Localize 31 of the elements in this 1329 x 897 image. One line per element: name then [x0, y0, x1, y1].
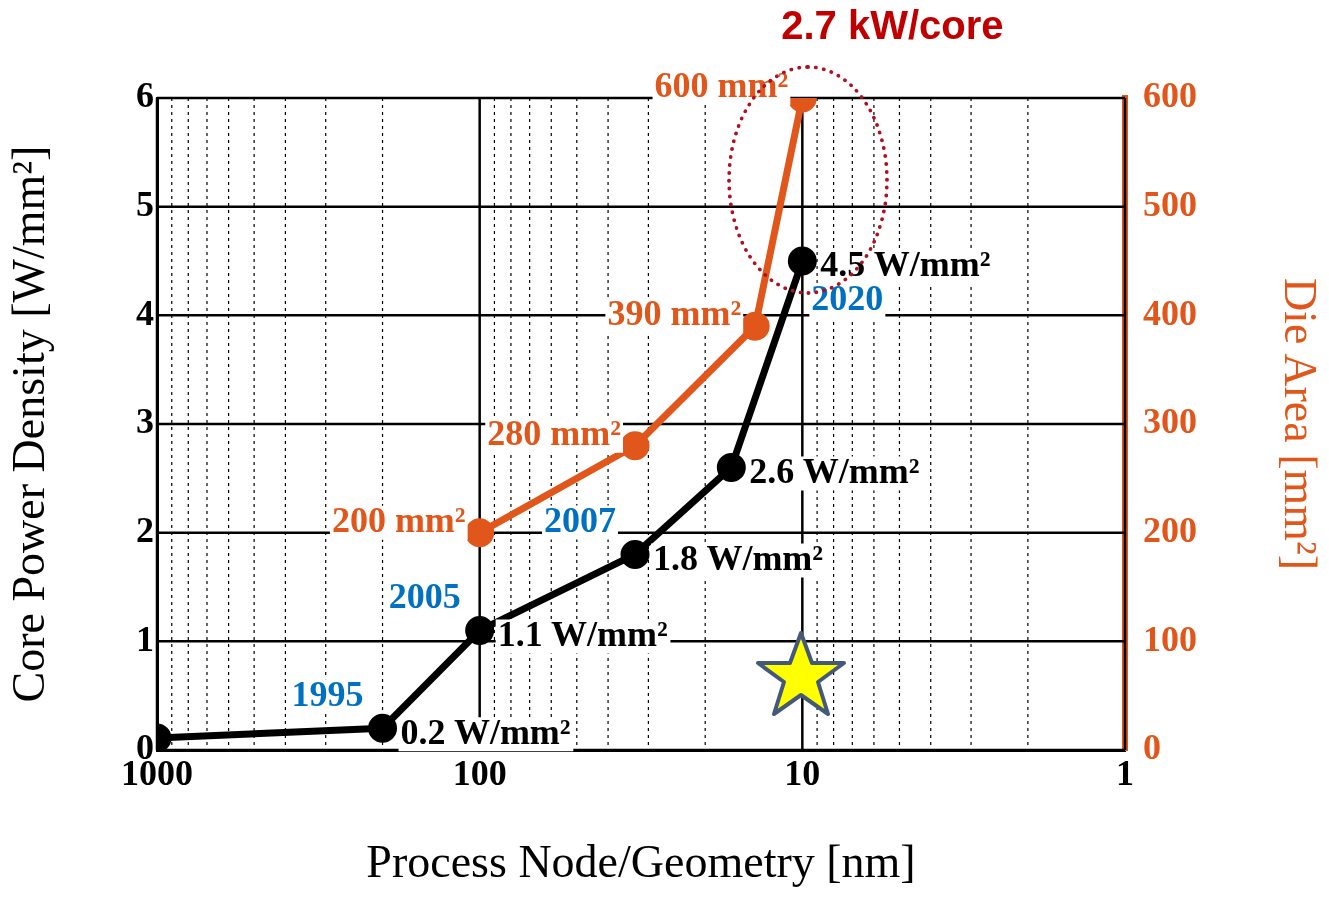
- y2-axis-title: Die Area [mm²]: [1275, 277, 1327, 571]
- data-label: 600 mm²: [654, 65, 789, 106]
- data-label: 2.6 W/mm²: [749, 450, 920, 491]
- data-label: 0.2 W/mm²: [400, 711, 571, 752]
- y-tick-label: 3: [136, 401, 154, 442]
- y-axis-title: Core Power Density [W/mm²]: [2, 145, 54, 703]
- x-axis-title: Process Node/Geometry [nm]: [366, 836, 916, 888]
- y-tick-label: 2: [136, 509, 154, 550]
- y2-tick-label: 600: [1143, 75, 1197, 116]
- data-label: 200 mm²: [331, 499, 466, 540]
- x-tick-label: 1: [1116, 752, 1134, 793]
- y2-tick-label: 100: [1143, 618, 1197, 659]
- x-tick-label: 10: [784, 752, 821, 793]
- annotation: 2005: [388, 575, 461, 616]
- y-tick-label: 4: [136, 292, 154, 333]
- data-label: 280 mm²: [487, 413, 622, 454]
- text: 2.7 kW/core: [781, 3, 1004, 48]
- y2-tick-label: 500: [1143, 183, 1197, 224]
- y2-tick-label: 400: [1143, 292, 1197, 333]
- y2-tick-label: 0: [1143, 727, 1161, 768]
- data-label: 1.8 W/mm²: [653, 537, 824, 578]
- y2-tick-label: 200: [1143, 509, 1197, 550]
- x-tick-label: 100: [452, 752, 507, 793]
- y-tick-label: 6: [136, 75, 154, 116]
- y-tick-label: 1: [136, 618, 154, 659]
- y2-tick-label: 300: [1143, 401, 1197, 442]
- annotation: 2007: [544, 499, 617, 540]
- annotation: 1995: [291, 673, 364, 714]
- y-tick-label: 5: [136, 183, 154, 224]
- data-label: 390 mm²: [607, 293, 742, 334]
- data-label: 1.1 W/mm²: [497, 613, 668, 654]
